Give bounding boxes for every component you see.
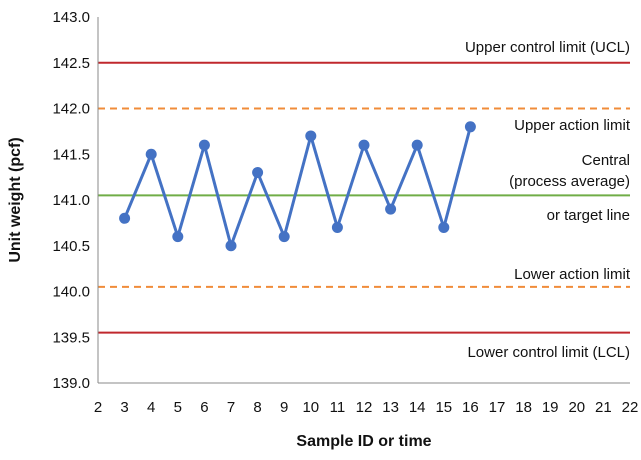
data-point bbox=[385, 203, 397, 215]
x-tick-label: 4 bbox=[147, 399, 155, 416]
x-tick-label: 11 bbox=[330, 399, 346, 416]
x-axis-title: Sample ID or time bbox=[296, 433, 431, 450]
y-tick-label: 140.0 bbox=[52, 284, 90, 301]
x-tick-label: 10 bbox=[302, 399, 319, 416]
x-tick-label: 9 bbox=[280, 399, 288, 416]
y-axis-title: Unit weight (pcf) bbox=[7, 137, 24, 262]
y-tick-label: 142.5 bbox=[52, 55, 90, 72]
central-line-label-1: Central bbox=[582, 152, 630, 169]
x-tick-label: 6 bbox=[200, 399, 208, 416]
central-line-label-3: or target line bbox=[547, 207, 630, 224]
y-tick-labels: 139.0 139.5 140.0 140.5 141.0 141.5 142.0 142.5… bbox=[52, 9, 90, 392]
lower-action-limit-label: Lower action limit bbox=[514, 266, 631, 283]
y-tick-label: 141.0 bbox=[52, 192, 90, 209]
ucl-label: Upper control limit (UCL) bbox=[465, 39, 630, 56]
data-point bbox=[119, 212, 131, 224]
x-tick-label: 12 bbox=[356, 399, 373, 416]
reference-lines bbox=[98, 61, 630, 334]
axes bbox=[97, 17, 630, 384]
data-point bbox=[198, 139, 210, 151]
x-tick-label: 21 bbox=[595, 399, 612, 416]
y-tick-label: 142.0 bbox=[52, 101, 90, 118]
x-tick-label: 3 bbox=[120, 399, 128, 416]
central-line-label-2: (process average) bbox=[509, 173, 630, 190]
data-point bbox=[464, 121, 476, 133]
data-point bbox=[438, 221, 450, 233]
data-point bbox=[172, 231, 184, 243]
x-tick-label: 16 bbox=[462, 399, 479, 416]
y-tick-label: 143.0 bbox=[52, 9, 90, 26]
x-tick-label: 7 bbox=[227, 399, 235, 416]
x-tick-label: 5 bbox=[174, 399, 182, 416]
data-point bbox=[278, 231, 290, 243]
x-tick-label: 8 bbox=[253, 399, 261, 416]
x-tick-label: 20 bbox=[568, 399, 585, 416]
x-tick-label: 18 bbox=[515, 399, 532, 416]
data-point bbox=[411, 139, 423, 151]
data-point bbox=[305, 130, 317, 142]
data-point bbox=[252, 167, 264, 179]
x-tick-label: 22 bbox=[622, 399, 639, 416]
y-tick-label: 139.5 bbox=[52, 329, 90, 346]
x-tick-label: 14 bbox=[409, 399, 426, 416]
series-layer bbox=[119, 121, 476, 252]
data-point bbox=[331, 221, 343, 233]
lcl-label: Lower control limit (LCL) bbox=[467, 344, 630, 361]
x-tick-label: 13 bbox=[382, 399, 399, 416]
x-tick-label: 15 bbox=[435, 399, 452, 416]
data-point bbox=[145, 148, 157, 160]
annotations: Upper control limit (UCL) Upper action l… bbox=[465, 39, 631, 361]
data-point bbox=[358, 139, 370, 151]
y-tick-label: 139.0 bbox=[52, 375, 90, 392]
series-line-0 bbox=[123, 126, 472, 248]
x-tick-label: 17 bbox=[489, 399, 506, 416]
y-tick-label: 140.5 bbox=[52, 238, 90, 255]
y-tick-label: 141.5 bbox=[52, 146, 90, 163]
data-point bbox=[225, 240, 237, 252]
upper-action-limit-label: Upper action limit bbox=[514, 117, 631, 134]
x-tick-label: 2 bbox=[94, 399, 102, 416]
x-tick-labels: 2 3 4 5 6 7 8 9 10 11 12 13 14 15 16 17 18 19 20 21 22 bbox=[94, 399, 639, 416]
x-tick-label: 19 bbox=[542, 399, 559, 416]
